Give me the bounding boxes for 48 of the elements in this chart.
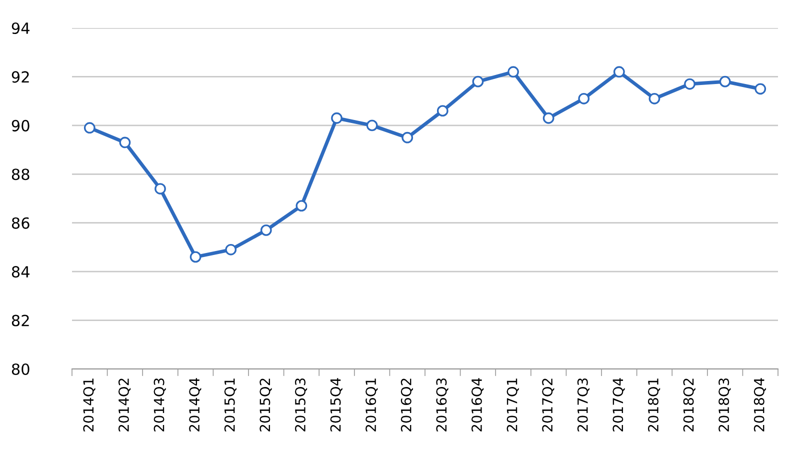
x-tick-label: 2016Q2 bbox=[400, 378, 413, 432]
x-tick-label: 2018Q4 bbox=[754, 378, 766, 432]
y-tick-label: 84 bbox=[12, 266, 30, 278]
x-tick-label: 2018Q3 bbox=[718, 378, 731, 432]
x-tick-label: 2017Q2 bbox=[542, 378, 554, 432]
x-tick-label: 2015Q3 bbox=[294, 378, 308, 432]
point bbox=[154, 183, 166, 194]
y-tick-label: 82 bbox=[12, 314, 29, 326]
point bbox=[366, 120, 378, 132]
x-tick-label: 2018Q1 bbox=[648, 378, 660, 432]
x-tick-label: 2017Q3 bbox=[577, 378, 590, 432]
y-tick-label: 86 bbox=[12, 217, 30, 229]
point bbox=[119, 136, 131, 148]
x-tick-label: 2016Q1 bbox=[366, 378, 378, 432]
point bbox=[648, 92, 660, 104]
x-tick-label: 2014Q4 bbox=[189, 378, 202, 432]
point bbox=[719, 76, 731, 88]
y-tick-label: 90 bbox=[12, 120, 30, 132]
x-tick-label: 2015Q2 bbox=[260, 378, 272, 432]
x-tick-label: 2017Q1 bbox=[506, 378, 519, 432]
point bbox=[508, 66, 519, 78]
point bbox=[542, 112, 554, 124]
point bbox=[472, 76, 484, 88]
point bbox=[684, 78, 696, 90]
x-tick-label: 2014Q1 bbox=[83, 378, 96, 432]
point bbox=[754, 83, 766, 95]
y-tick-label: 94 bbox=[12, 22, 30, 34]
x-tick-label: 2017Q4 bbox=[612, 378, 625, 432]
x-tick-label: 2014Q3 bbox=[154, 378, 166, 432]
y-tick-label: 80 bbox=[12, 363, 30, 376]
x-tick-label: 2015Q4 bbox=[330, 378, 342, 432]
x-tick-label: 2015Q1 bbox=[224, 378, 236, 432]
x-tick-label: 2018Q2 bbox=[683, 378, 696, 432]
point bbox=[331, 112, 342, 124]
point bbox=[225, 244, 237, 256]
y-tick-label: 88 bbox=[12, 168, 30, 180]
point bbox=[402, 132, 414, 144]
point bbox=[84, 122, 96, 134]
x-tick-label: 2016Q3 bbox=[436, 378, 448, 432]
point bbox=[613, 66, 625, 78]
point bbox=[436, 105, 448, 117]
y-tick-label: 92 bbox=[12, 71, 29, 83]
point bbox=[260, 224, 272, 236]
point bbox=[578, 92, 590, 104]
point bbox=[296, 200, 308, 212]
x-tick-label: 2016Q4 bbox=[471, 378, 484, 432]
x-tick-label: 2014Q2 bbox=[118, 378, 131, 432]
point bbox=[190, 251, 202, 263]
